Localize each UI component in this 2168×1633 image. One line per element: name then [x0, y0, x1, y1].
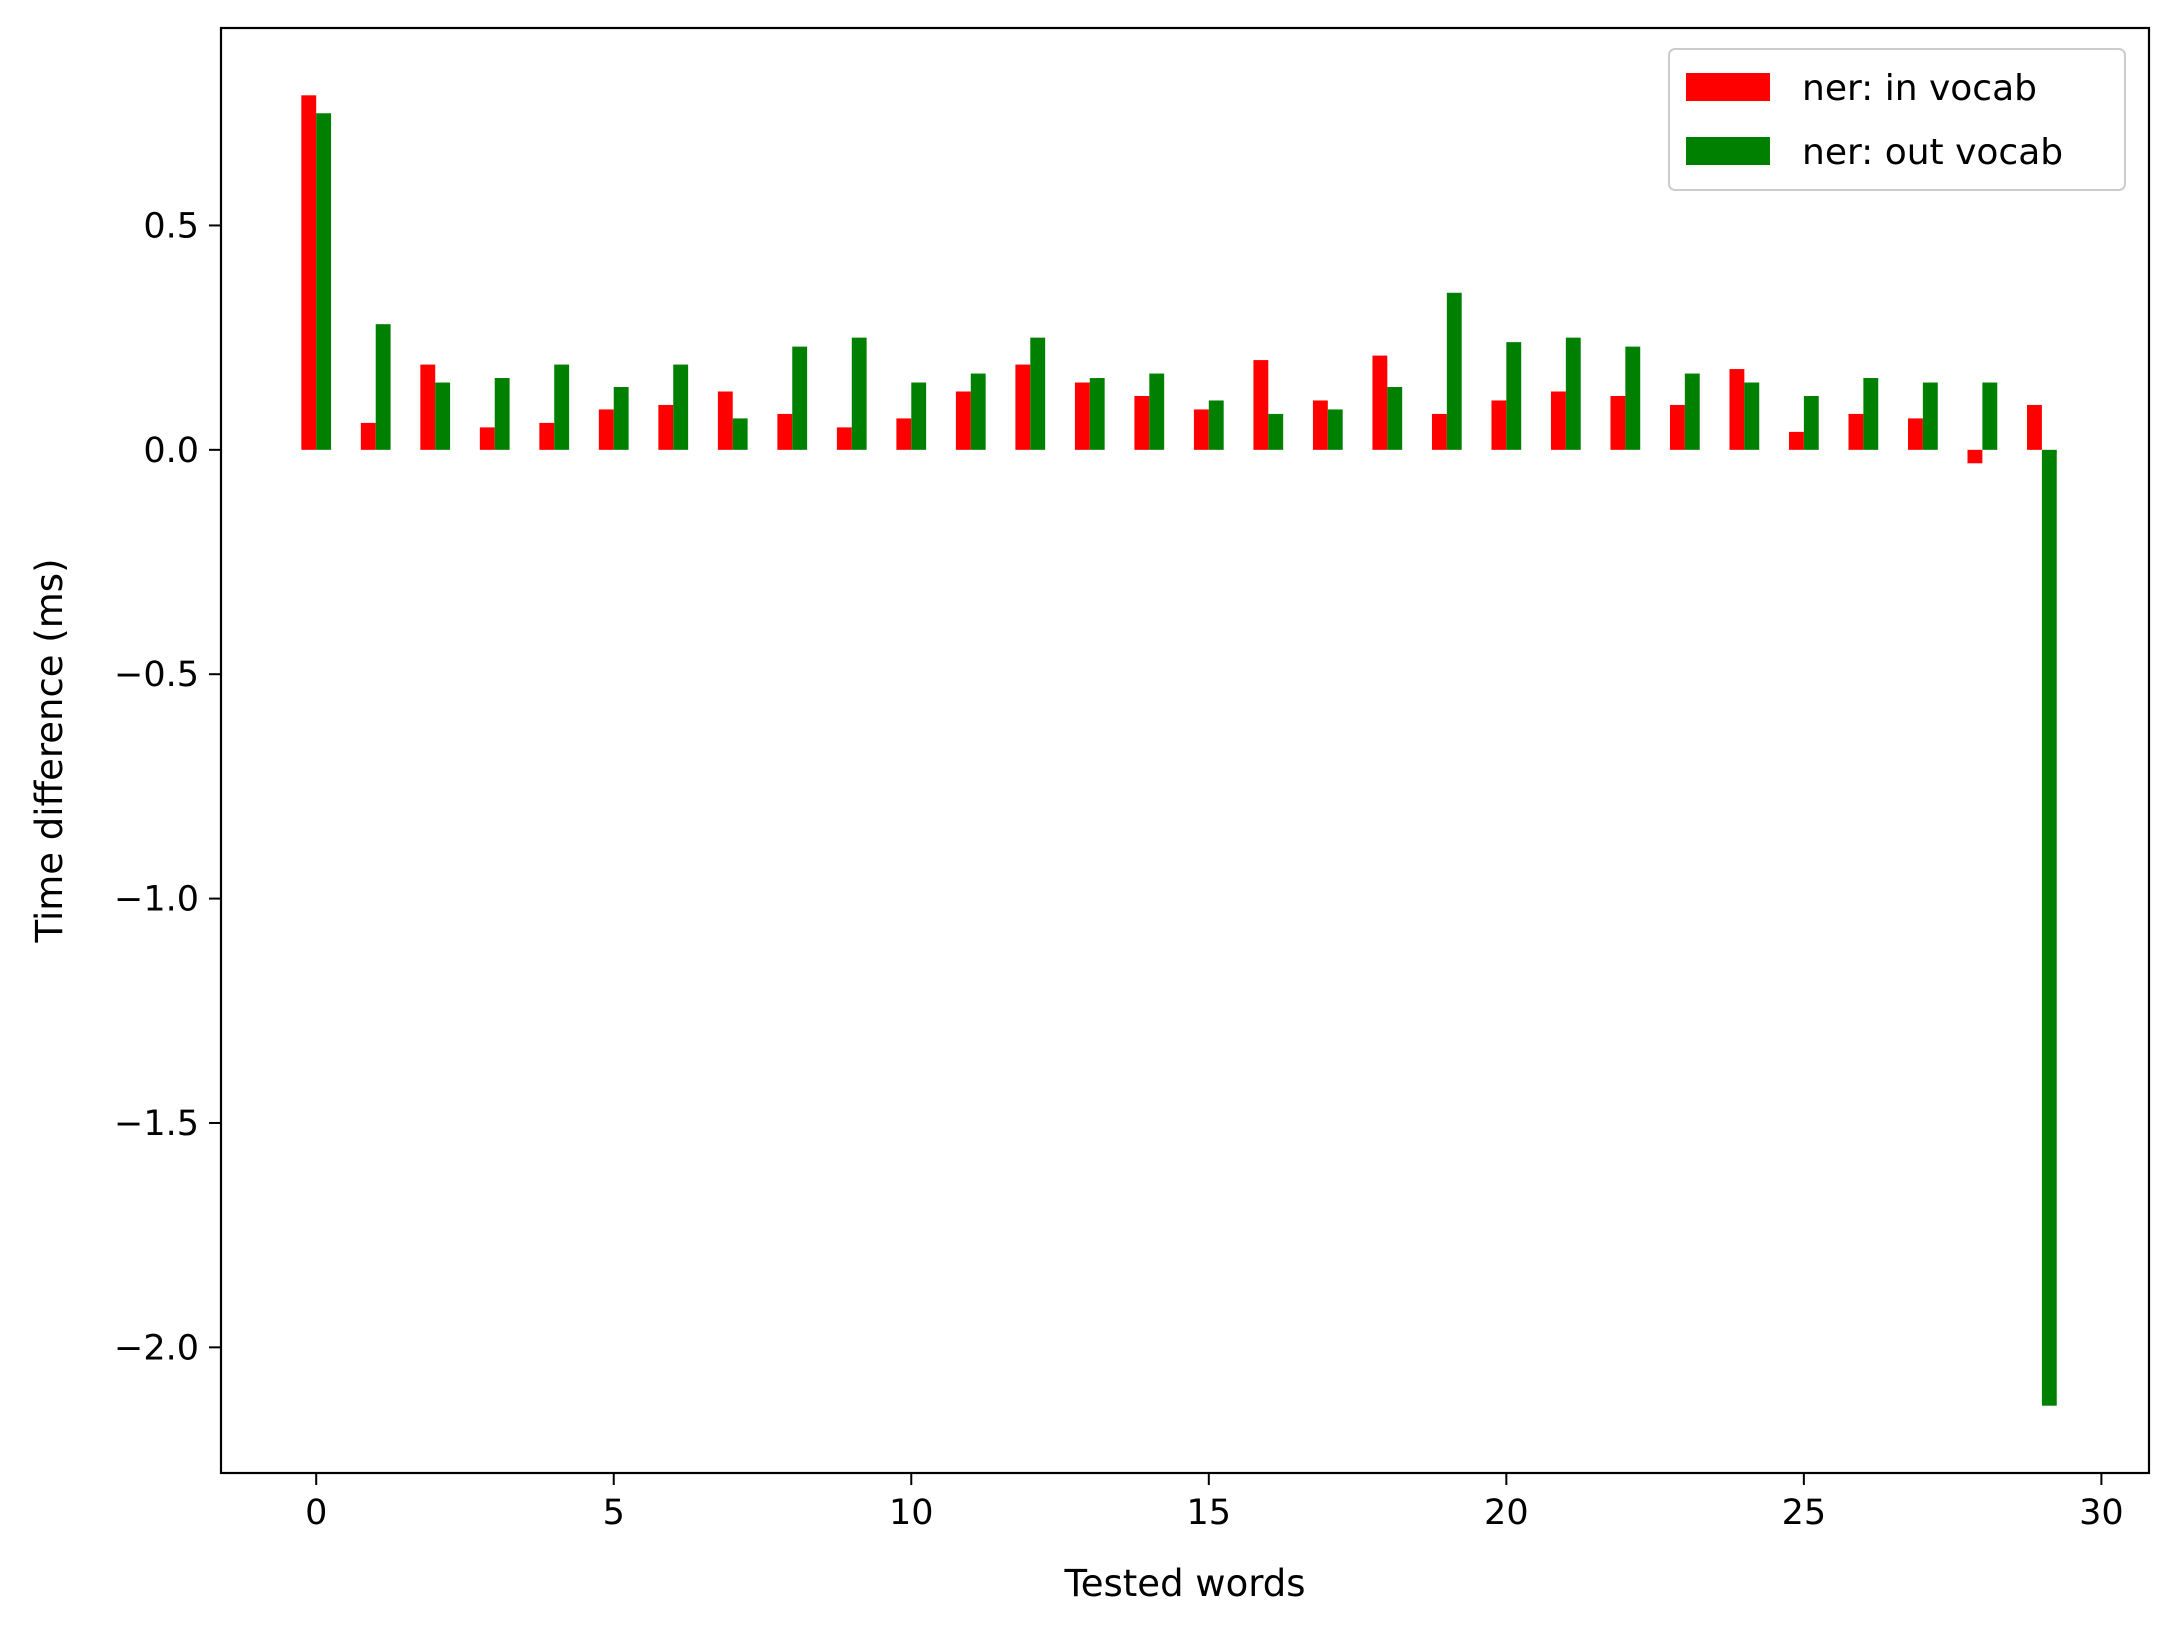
- legend-swatch-in-vocab: [1686, 73, 1770, 101]
- y-tick-label: −0.5: [114, 655, 199, 695]
- bar-out-vocab-7: [732, 418, 748, 450]
- bar-out-vocab-13: [1089, 378, 1105, 450]
- bar-in-vocab-27: [1908, 418, 1923, 450]
- x-tick-label: 25: [1782, 1493, 1827, 1533]
- bar-out-vocab-28: [1982, 382, 1998, 450]
- bar-out-vocab-22: [1625, 346, 1641, 450]
- x-tick-label: 5: [603, 1493, 625, 1533]
- bar-in-vocab-11: [955, 391, 971, 450]
- bar-in-vocab-1: [360, 422, 376, 450]
- bar-in-vocab-2: [420, 364, 436, 450]
- bar-in-vocab-23: [1669, 404, 1685, 450]
- bar-in-vocab-7: [717, 391, 733, 450]
- ticks-group: 0 5 10 15 20 25 30 0.5 0.0 −0.5 −1.0 −1.5 −2.0: [114, 206, 2124, 1533]
- bar-in-vocab-21: [1550, 391, 1566, 450]
- x-axis-label: Tested words: [1063, 1562, 1305, 1605]
- bar-out-vocab-8: [792, 346, 808, 450]
- bar-in-vocab-13: [1074, 382, 1090, 450]
- bar-out-vocab-23: [1684, 373, 1700, 450]
- bar-in-vocab-10: [896, 418, 912, 450]
- bar-out-vocab-10: [911, 382, 927, 450]
- bar-out-vocab-11: [970, 373, 986, 450]
- bar-out-vocab-5: [613, 387, 629, 450]
- bar-in-vocab-28: [1967, 449, 1983, 464]
- bar-in-vocab-12: [1015, 364, 1031, 450]
- bar-out-vocab-16: [1268, 413, 1284, 450]
- bar-out-vocab-29: [2041, 449, 2057, 1406]
- bar-in-vocab-20: [1491, 400, 1507, 450]
- bar-in-vocab-26: [1848, 413, 1864, 450]
- legend-swatch-out-vocab: [1686, 137, 1770, 165]
- bar-in-vocab-25: [1788, 431, 1804, 450]
- bar-out-vocab-26: [1863, 378, 1879, 450]
- bar-in-vocab-15: [1193, 409, 1209, 450]
- bar-out-vocab-6: [673, 364, 689, 450]
- legend: ner: in vocab ner: out vocab: [1668, 48, 2126, 191]
- bar-out-vocab-19: [1446, 292, 1462, 450]
- bar-in-vocab-29: [2027, 404, 2042, 450]
- y-axis-label: Time difference (ms): [28, 558, 71, 943]
- bar-out-vocab-21: [1565, 337, 1581, 450]
- bar-in-vocab-14: [1134, 395, 1150, 450]
- bar-out-vocab-1: [375, 324, 391, 450]
- bar-out-vocab-24: [1744, 382, 1760, 450]
- bar-in-vocab-8: [777, 413, 793, 450]
- bar-out-vocab-27: [1922, 382, 1938, 450]
- bar-out-vocab-15: [1208, 400, 1224, 450]
- bar-out-vocab-14: [1149, 373, 1165, 450]
- bar-out-vocab-25: [1803, 395, 1819, 450]
- x-tick-label: 0: [305, 1493, 327, 1533]
- x-tick-label: 30: [2079, 1493, 2124, 1533]
- bar-in-vocab-16: [1253, 360, 1269, 450]
- bar-out-vocab-17: [1327, 409, 1343, 450]
- legend-label-out-vocab: ner: out vocab: [1802, 132, 2063, 173]
- plot-frame: [219, 26, 2151, 1475]
- bars-group: [301, 95, 2057, 1406]
- bar-in-vocab-22: [1610, 395, 1626, 450]
- bar-in-vocab-3: [479, 427, 495, 450]
- y-tick-label: −2.0: [114, 1328, 199, 1368]
- bar-in-vocab-6: [658, 404, 674, 450]
- bar-out-vocab-20: [1506, 342, 1522, 450]
- bar-out-vocab-18: [1387, 387, 1403, 450]
- bar-in-vocab-19: [1431, 413, 1447, 450]
- bar-out-vocab-9: [851, 337, 867, 450]
- bar-in-vocab-24: [1729, 369, 1745, 450]
- x-tick-label: 10: [889, 1493, 934, 1533]
- y-tick-label: 0.0: [143, 431, 199, 471]
- legend-box: [1668, 48, 2126, 191]
- bar-in-vocab-5: [598, 409, 614, 450]
- bar-out-vocab-0: [316, 113, 332, 450]
- bar-out-vocab-4: [554, 364, 570, 450]
- y-tick-label: 0.5: [143, 206, 199, 246]
- x-tick-label: 15: [1187, 1493, 1232, 1533]
- bar-in-vocab-4: [539, 422, 555, 450]
- x-tick-label: 20: [1484, 1493, 1529, 1533]
- bar-in-vocab-0: [301, 95, 317, 450]
- y-tick-label: −1.5: [114, 1104, 199, 1144]
- bar-in-vocab-18: [1372, 355, 1388, 450]
- legend-label-in-vocab: ner: in vocab: [1802, 68, 2037, 109]
- bar-out-vocab-3: [494, 378, 510, 450]
- bar-out-vocab-12: [1030, 337, 1046, 450]
- bar-out-vocab-2: [435, 382, 451, 450]
- y-tick-label: −1.0: [114, 880, 199, 920]
- bar-in-vocab-17: [1312, 400, 1328, 450]
- bar-in-vocab-9: [836, 427, 852, 450]
